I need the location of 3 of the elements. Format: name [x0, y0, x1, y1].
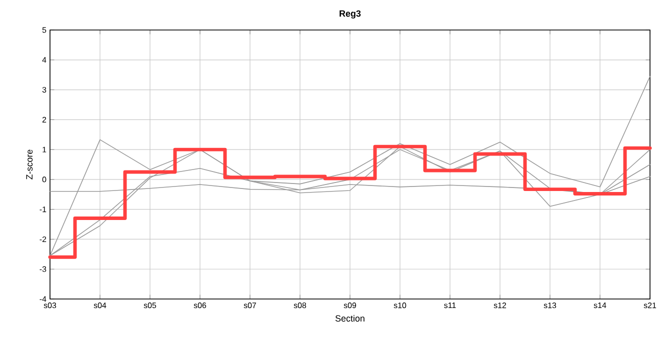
y-axis-title: Z-score: [26, 150, 33, 180]
x-axis-title: Section: [335, 315, 364, 322]
chart-title: Reg3: [340, 10, 361, 19]
